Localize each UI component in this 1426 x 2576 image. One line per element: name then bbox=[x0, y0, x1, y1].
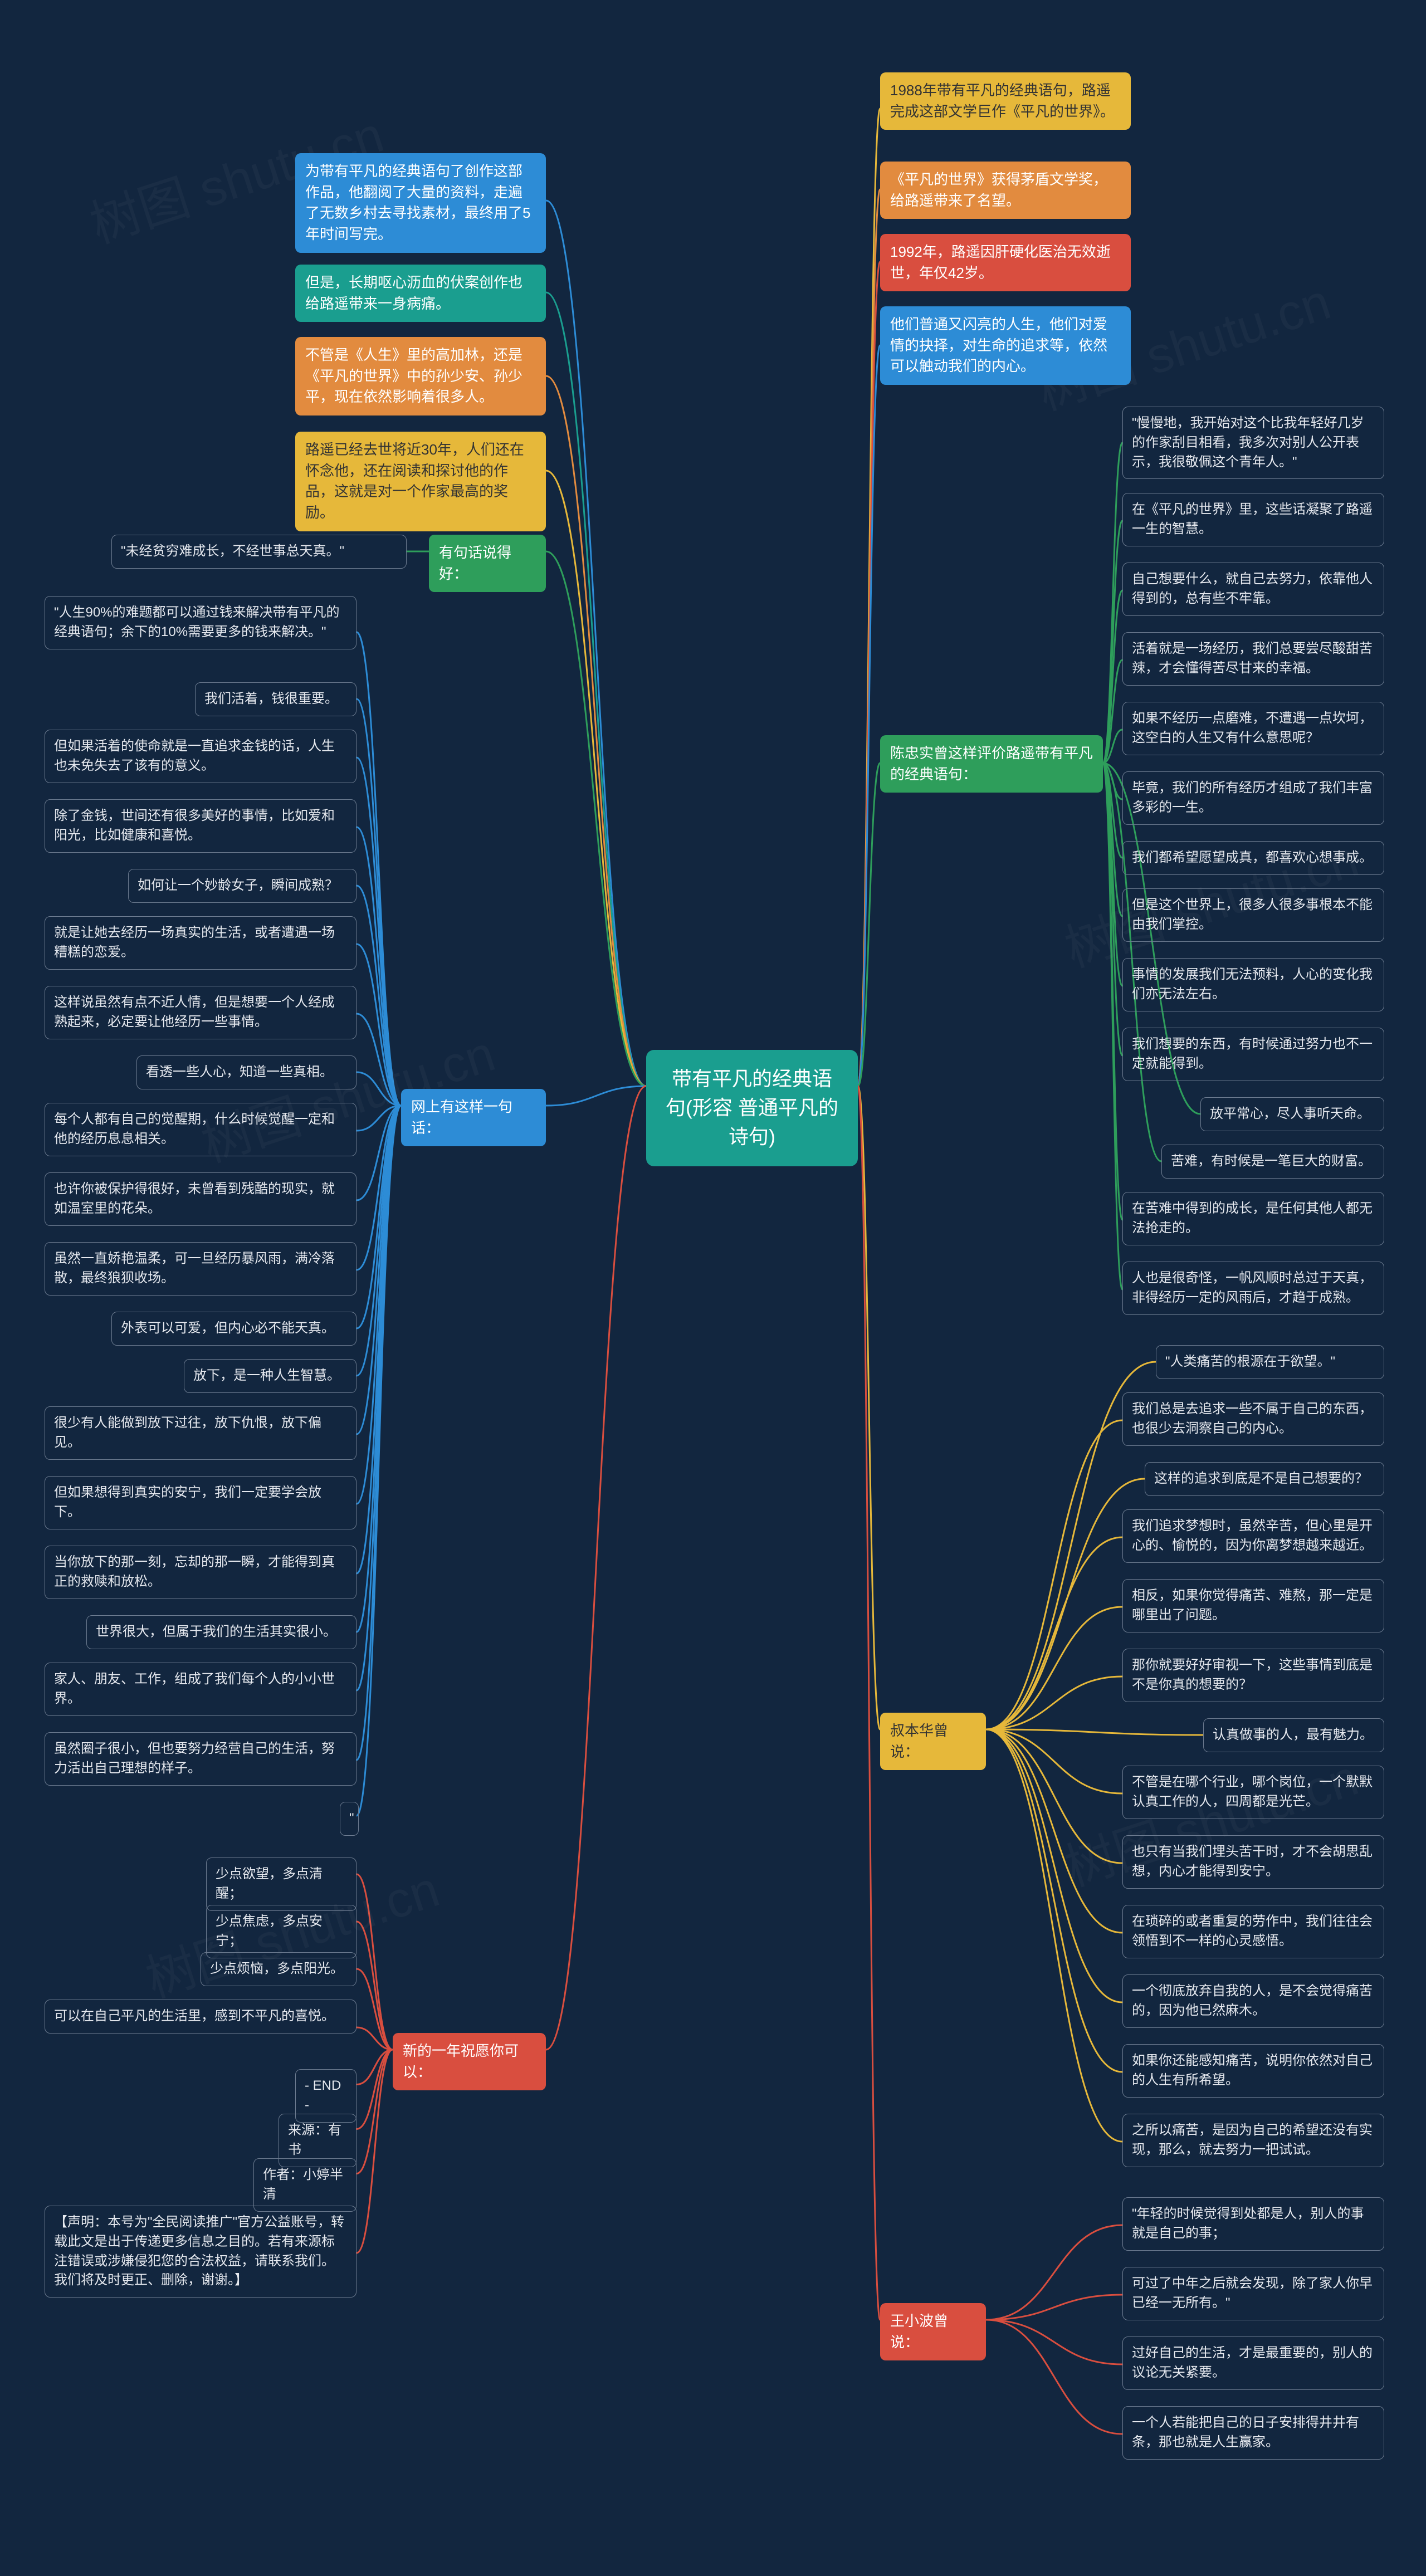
leaf-b_net-14[interactable]: 但如果想得到真实的安宁，我们一定要学会放下。 bbox=[45, 1476, 356, 1529]
leaf-b_net-4[interactable]: 如何让一个妙龄女子，瞬间成熟？ bbox=[128, 869, 356, 903]
leaf-r_chen-6[interactable]: 我们都希望愿望成真，都喜欢心想事成。 bbox=[1122, 841, 1384, 875]
leaf-b_new-3[interactable]: 可以在自己平凡的生活里，感到不平凡的喜悦。 bbox=[45, 2000, 356, 2034]
leaf-r_shu-1[interactable]: 我们总是去追求一些不属于自己的东西，也很少去洞察自己的内心。 bbox=[1122, 1392, 1384, 1446]
leaf-r_chen-9[interactable]: 我们想要的东西，有时候通过努力也不一定就能得到。 bbox=[1122, 1028, 1384, 1081]
branch-b_orange[interactable]: 不管是《人生》里的高加林，还是《平凡的世界》中的孙少安、孙少平，现在依然影响着很… bbox=[295, 337, 546, 416]
leaf-r_shu-4[interactable]: 相反，如果你觉得痛苦、难熬，那一定是哪里出了问题。 bbox=[1122, 1579, 1384, 1632]
leaf-b_net-16[interactable]: 世界很大，但属于我们的生活其实很小。 bbox=[86, 1615, 356, 1649]
branch-r_yellow[interactable]: 1988年带有平凡的经典语句，路遥完成这部文学巨作《平凡的世界》。 bbox=[880, 72, 1131, 130]
leaf-r_shu-2[interactable]: 这样的追求到底是不是自己想要的？ bbox=[1145, 1462, 1384, 1496]
branch-r_wang[interactable]: 王小波曾说： bbox=[880, 2303, 986, 2360]
leaf-r_shu-6[interactable]: 认真做事的人，最有魅力。 bbox=[1203, 1718, 1384, 1752]
leaf-r_shu-12[interactable]: 之所以痛苦，是因为自己的希望还没有实现，那么，就去努力一把试试。 bbox=[1122, 2114, 1384, 2167]
leaf-r_shu-11[interactable]: 如果你还能感知痛苦，说明你依然对自己的人生有所希望。 bbox=[1122, 2044, 1384, 2098]
branch-b_say[interactable]: 有句话说得好： bbox=[429, 535, 546, 592]
leaf-r_chen-12[interactable]: 在苦难中得到的成长，是任何其他人都无法抢走的。 bbox=[1122, 1192, 1384, 1245]
leaf-r_chen-3[interactable]: 活着就是一场经历，我们总要尝尽酸甜苦辣，才会懂得苦尽甘来的幸福。 bbox=[1122, 632, 1384, 686]
leaf-r_wang-0[interactable]: "年轻的时候觉得到处都是人，别人的事就是自己的事； bbox=[1122, 2197, 1384, 2251]
leaf-b_net-2[interactable]: 但如果活着的使命就是一直追求金钱的话，人生也未免失去了该有的意义。 bbox=[45, 730, 356, 783]
leaf-r_shu-8[interactable]: 也只有当我们埋头苦干时，才不会胡思乱想，内心才能得到安宁。 bbox=[1122, 1835, 1384, 1889]
leaf-b_net-7[interactable]: 看透一些人心，知道一些真相。 bbox=[136, 1055, 356, 1089]
leaf-b_new-7[interactable]: 【声明：本号为"全民阅读推广"官方公益账号，转载此文是出于传递更多信息之目的。若… bbox=[45, 2206, 356, 2298]
branch-r_blue[interactable]: 他们普通又闪亮的人生，他们对爱情的抉择，对生命的追求等，依然可以触动我们的内心。 bbox=[880, 306, 1131, 385]
leaf-b_net-18[interactable]: 虽然圈子很小，但也要努力经营自己的生活，努力活出自己理想的样子。 bbox=[45, 1732, 356, 1786]
leaf-b_net-12[interactable]: 放下，是一种人生智慧。 bbox=[184, 1359, 356, 1393]
leaf-r_shu-3[interactable]: 我们追求梦想时，虽然辛苦，但心里是开心的、愉悦的，因为你离梦想越来越近。 bbox=[1122, 1509, 1384, 1563]
leaf-r_shu-9[interactable]: 在琐碎的或者重复的劳作中，我们往往会领悟到不一样的心灵感悟。 bbox=[1122, 1905, 1384, 1958]
leaf-b_net-11[interactable]: 外表可以可爱，但内心必不能天真。 bbox=[111, 1312, 356, 1346]
leaf-b_net-3[interactable]: 除了金钱，世间还有很多美好的事情，比如爱和阳光，比如健康和喜悦。 bbox=[45, 799, 356, 853]
leaf-r_chen-1[interactable]: 在《平凡的世界》里，这些话凝聚了路遥一生的智慧。 bbox=[1122, 493, 1384, 546]
leaf-r_shu-10[interactable]: 一个彻底放弃自我的人，是不会觉得痛苦的，因为他已然麻木。 bbox=[1122, 1974, 1384, 2028]
branch-b_new[interactable]: 新的一年祝愿你可以： bbox=[393, 2033, 546, 2090]
leaf-r_wang-1[interactable]: 可过了中年之后就会发现，除了家人你早已经一无所有。" bbox=[1122, 2267, 1384, 2320]
leaf-b_net-8[interactable]: 每个人都有自己的觉醒期，什么时候觉醒一定和他的经历息息相关。 bbox=[45, 1103, 356, 1156]
leaf-b_new-1[interactable]: 少点焦虑，多点安宁； bbox=[206, 1905, 356, 1958]
leaf-b_net-6[interactable]: 这样说虽然有点不近人情，但是想要一个人经成熟起来，必定要让他经历一些事情。 bbox=[45, 986, 356, 1039]
mindmap-canvas: 树图 shutu.cn 树图 shutu.cn 树图 shutu.cn 树图 s… bbox=[0, 0, 1426, 2576]
leaf-r_wang-3[interactable]: 一个人若能把自己的日子安排得井井有条，那也就是人生赢家。 bbox=[1122, 2406, 1384, 2460]
leaf-b_net-1[interactable]: 我们活着，钱很重要。 bbox=[195, 682, 356, 716]
leaf-b_net-19[interactable]: " bbox=[340, 1802, 359, 1836]
leaf-b_net-5[interactable]: 就是让她去经历一场真实的生活，或者遭遇一场糟糕的恋爱。 bbox=[45, 916, 356, 970]
leaf-r_chen-8[interactable]: 事情的发展我们无法预料，人心的变化我们亦无法左右。 bbox=[1122, 958, 1384, 1011]
leaf-b_net-10[interactable]: 虽然一直娇艳温柔，可一旦经历暴风雨，满冷落散，最终狼狈收场。 bbox=[45, 1242, 356, 1296]
branch-b_teal[interactable]: 但是，长期呕心沥血的伏案创作也给路遥带来一身病痛。 bbox=[295, 265, 546, 322]
root-node[interactable]: 带有平凡的经典语句(形容 普通平凡的诗句) bbox=[646, 1050, 858, 1166]
branch-b_blue[interactable]: 为带有平凡的经典语句了创作这部作品，他翻阅了大量的资料，走遍了无数乡村去寻找素材… bbox=[295, 153, 546, 253]
leaf-r_chen-11[interactable]: 苦难，有时候是一笔巨大的财富。 bbox=[1161, 1145, 1384, 1179]
leaf-r_shu-7[interactable]: 不管是在哪个行业，哪个岗位，一个默默认真工作的人，四周都是光芒。 bbox=[1122, 1766, 1384, 1819]
leaf-b_net-15[interactable]: 当你放下的那一刻，忘却的那一瞬，才能得到真正的救赎和放松。 bbox=[45, 1546, 356, 1599]
leaf-b_net-0[interactable]: "人生90%的难题都可以通过钱来解决带有平凡的经典语句；余下的10%需要更多的钱… bbox=[45, 596, 356, 649]
branch-b_net[interactable]: 网上有这样一句话： bbox=[401, 1089, 546, 1146]
leaf-r_chen-2[interactable]: 自己想要什么，就自己去努力，依靠他人得到的，总有些不牢靠。 bbox=[1122, 563, 1384, 616]
branch-r_orange[interactable]: 《平凡的世界》获得茅盾文学奖，给路遥带来了名望。 bbox=[880, 162, 1131, 219]
leaf-r_chen-4[interactable]: 如果不经历一点磨难，不遭遇一点坎坷，这空白的人生又有什么意思呢？ bbox=[1122, 702, 1384, 755]
leaf-b_new-0[interactable]: 少点欲望，多点清醒； bbox=[206, 1858, 356, 1911]
branch-b_yellow[interactable]: 路遥已经去世将近30年，人们还在怀念他，还在阅读和探讨他的作品，这就是对一个作家… bbox=[295, 432, 546, 531]
leaf-r_chen-5[interactable]: 毕竟，我们的所有经历才组成了我们丰富多彩的一生。 bbox=[1122, 771, 1384, 825]
leaf-b_net-9[interactable]: 也许你被保护得很好，未曾看到残酷的现实，就如温室里的花朵。 bbox=[45, 1172, 356, 1226]
leaf-r_shu-0[interactable]: "人类痛苦的根源在于欲望。" bbox=[1156, 1345, 1384, 1379]
leaf-b_new-6[interactable]: 作者：小婷半清 bbox=[253, 2158, 356, 2212]
leaf-b_net-13[interactable]: 很少有人能做到放下过往，放下仇恨，放下偏见。 bbox=[45, 1406, 356, 1460]
leaf-r_wang-2[interactable]: 过好自己的生活，才是最重要的，别人的议论无关紧要。 bbox=[1122, 2337, 1384, 2390]
leaf-r_chen-13[interactable]: 人也是很奇怪，一帆风顺时总过于天真，非得经历一定的风雨后，才趋于成熟。 bbox=[1122, 1262, 1384, 1315]
leaf-r_chen-0[interactable]: "慢慢地，我开始对这个比我年轻好几岁的作家刮目相看，我多次对别人公开表示，我很敬… bbox=[1122, 407, 1384, 479]
leaf-b_say-0[interactable]: "未经贫穷难成长，不经世事总天真。" bbox=[111, 535, 407, 569]
branch-r_red[interactable]: 1992年，路遥因肝硬化医治无效逝世，年仅42岁。 bbox=[880, 234, 1131, 291]
leaf-r_chen-10[interactable]: 放平常心，尽人事听天命。 bbox=[1200, 1097, 1384, 1131]
leaf-b_new-2[interactable]: 少点烦恼，多点阳光。 bbox=[201, 1952, 356, 1986]
leaf-b_net-17[interactable]: 家人、朋友、工作，组成了我们每个人的小小世界。 bbox=[45, 1663, 356, 1716]
branch-r_chen[interactable]: 陈忠实曾这样评价路遥带有平凡的经典语句： bbox=[880, 735, 1103, 793]
leaf-r_chen-7[interactable]: 但是这个世界上，很多人很多事根本不能由我们掌控。 bbox=[1122, 888, 1384, 942]
branch-r_shu[interactable]: 叔本华曾说： bbox=[880, 1713, 986, 1770]
leaf-r_shu-5[interactable]: 那你就要好好审视一下，这些事情到底是不是你真的想要的？ bbox=[1122, 1649, 1384, 1702]
